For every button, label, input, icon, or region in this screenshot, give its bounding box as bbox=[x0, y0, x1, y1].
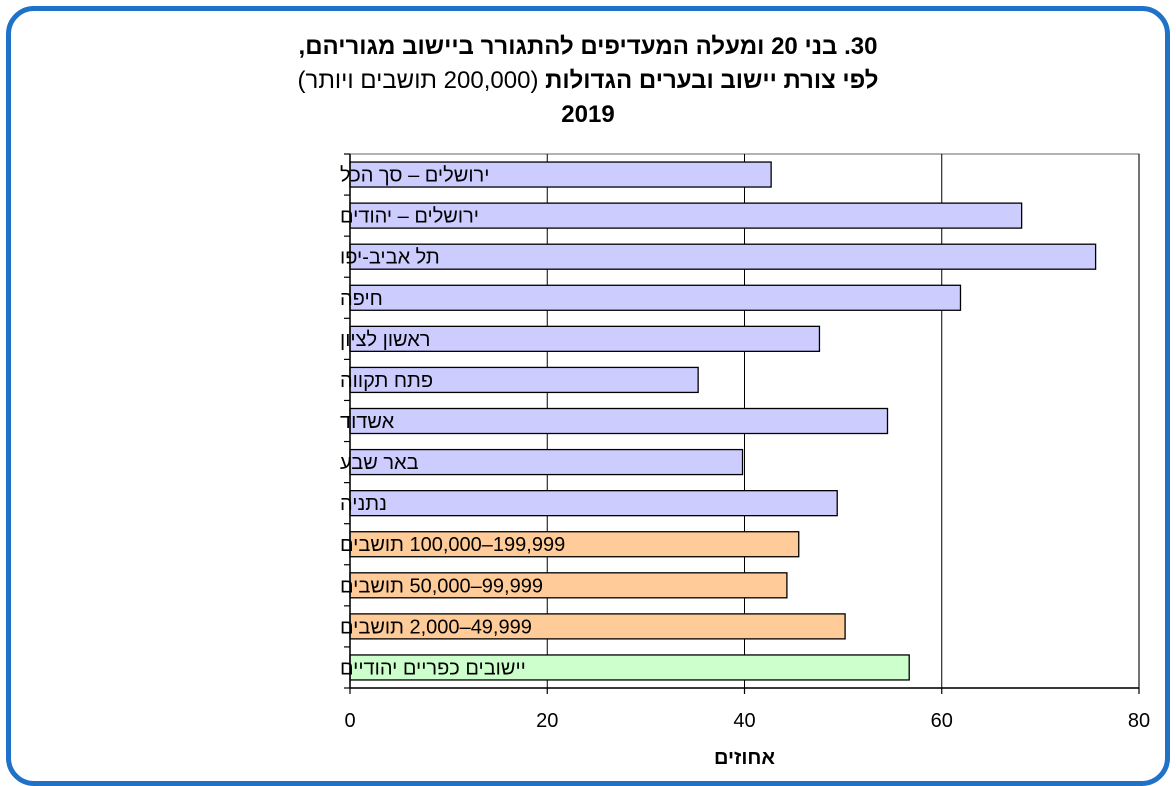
y-tick-label: חיפה bbox=[340, 288, 383, 310]
bar-9 bbox=[349, 531, 800, 558]
x-tick-label: 40 bbox=[733, 710, 755, 732]
bar-3 bbox=[349, 284, 962, 311]
bar-7 bbox=[349, 448, 744, 476]
y-tick-label: 199,999–100,000 תושבים bbox=[340, 534, 565, 556]
x-tick-label: 60 bbox=[931, 710, 953, 732]
x-tick-label: 80 bbox=[1128, 710, 1150, 732]
y-tick-label: ירושלים – יהודים bbox=[340, 206, 479, 228]
y-tick-label: נתניה bbox=[340, 493, 387, 515]
bar-1 bbox=[349, 202, 1023, 229]
bar-2 bbox=[349, 243, 1097, 270]
chart-title: 30. בני 20 ומעלה המעדיפים להתגורר ביישוב… bbox=[0, 30, 1176, 132]
y-tick-label: פתח תקווה bbox=[340, 370, 433, 392]
bar-6 bbox=[349, 407, 889, 435]
x-axis-title: אחוזים bbox=[714, 747, 775, 769]
x-tick-label: 20 bbox=[536, 710, 558, 732]
y-tick-label: אשדוד bbox=[340, 411, 395, 433]
title-line-1: 30. בני 20 ומעלה המעדיפים להתגורר ביישוב… bbox=[298, 33, 878, 60]
y-tick-label: ירושלים – סך הכל bbox=[340, 165, 489, 187]
bar-8 bbox=[349, 490, 838, 517]
title-year: 2019 bbox=[561, 101, 615, 128]
y-tick-label: תל אביב-יפו bbox=[340, 247, 440, 269]
bar-4 bbox=[349, 325, 821, 352]
bar-0 bbox=[349, 161, 772, 188]
bar-11 bbox=[349, 613, 846, 640]
x-tick-label: 0 bbox=[344, 710, 355, 732]
bar-5 bbox=[349, 366, 699, 394]
y-tick-label: ראשון לציון bbox=[340, 329, 430, 351]
title-line-2: לפי צורת יישוב ובערים הגדולות (200,000 ת… bbox=[0, 64, 1176, 98]
title-line-2-bold: לפי צורת יישוב ובערים הגדולות bbox=[545, 67, 879, 94]
y-tick-label: יישובים כפריים יהודיים bbox=[340, 657, 526, 679]
y-tick-label: 99,999–50,000 תושבים bbox=[340, 575, 543, 597]
title-line-2-normal: (200,000 תושבים ויותר) bbox=[297, 67, 539, 94]
y-tick-label: 49,999–2,000 תושבים bbox=[340, 616, 532, 638]
y-tick-label: באר שבע bbox=[340, 452, 419, 474]
